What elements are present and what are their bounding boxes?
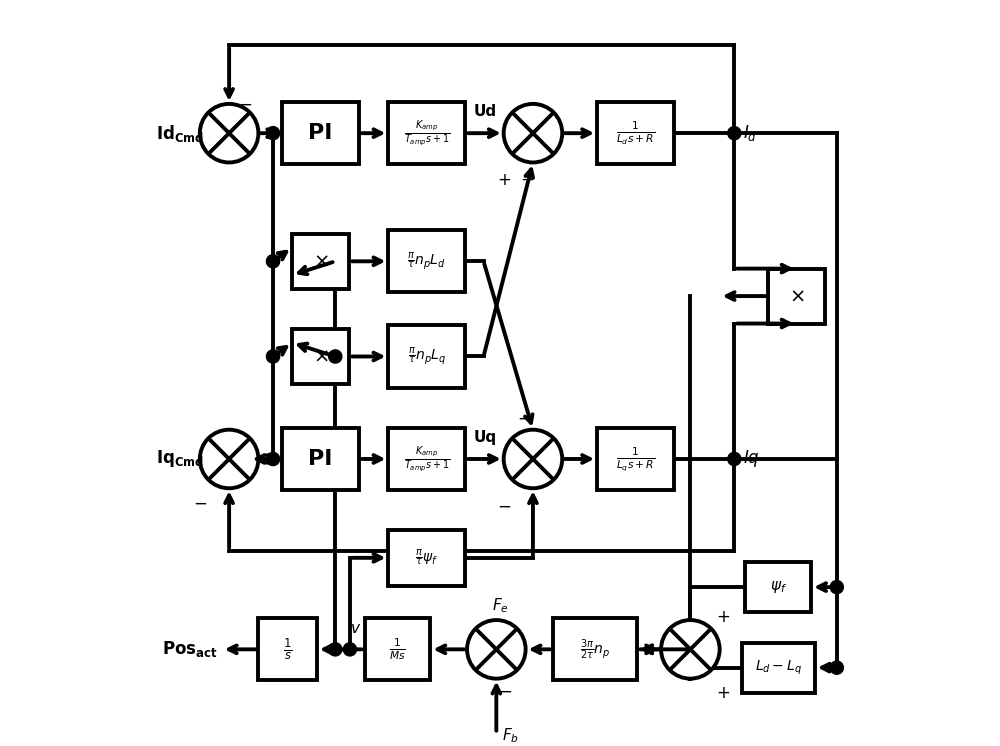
Bar [258,618,317,680]
Text: $+$: $+$ [716,684,730,702]
Text: $\frac{\pi}{\tau}\psi_f$: $\frac{\pi}{\tau}\psi_f$ [415,548,438,568]
Text: $\times$: $\times$ [313,347,328,366]
Bar [292,233,349,289]
Bar [365,618,430,680]
Text: $\frac{K_{amp}}{T_{amp}s+1}$: $\frac{K_{amp}}{T_{amp}s+1}$ [404,119,450,148]
Text: $+$: $+$ [497,171,511,189]
Circle shape [728,452,741,466]
Bar [388,325,465,388]
Circle shape [343,643,356,656]
Circle shape [200,430,258,489]
Text: $\frac{1}{s}$: $\frac{1}{s}$ [283,636,292,662]
Circle shape [467,620,526,679]
Bar [388,231,465,292]
Text: $F_e$: $F_e$ [492,596,508,615]
Text: $v$: $v$ [350,621,361,636]
Text: $-$: $-$ [497,497,511,515]
Text: $L_d-L_q$: $L_d-L_q$ [755,659,802,677]
Circle shape [200,104,258,163]
Text: $\mathbf{Id_{Cmd}}$: $\mathbf{Id_{Cmd}}$ [156,122,204,144]
Circle shape [661,620,720,679]
Text: $\frac{1}{L_ds+R}$: $\frac{1}{L_ds+R}$ [616,119,655,147]
Text: $-$: $-$ [238,95,252,113]
Text: $\psi_f$: $\psi_f$ [770,579,787,595]
Circle shape [329,350,342,363]
Text: $\frac{1}{Ms}$: $\frac{1}{Ms}$ [389,636,406,662]
Bar [745,562,811,612]
Text: $-$: $-$ [498,681,512,699]
Text: $\frac{\pi}{\tau}n_pL_d$: $\frac{\pi}{\tau}n_pL_d$ [407,251,446,272]
Text: $-$: $-$ [517,409,531,427]
Circle shape [329,643,342,656]
Text: $+$: $+$ [520,171,534,189]
Text: $\mathbf{Pos_{act}}$: $\mathbf{Pos_{act}}$ [162,639,218,659]
Text: $\mathbf{Iq_{Cmd}}$: $\mathbf{Iq_{Cmd}}$ [156,448,204,469]
Circle shape [266,452,280,466]
Text: $\times$: $\times$ [789,286,804,306]
Bar [742,643,815,692]
Text: $-$: $-$ [193,494,207,512]
Text: $\frac{1}{L_qs+R}$: $\frac{1}{L_qs+R}$ [616,445,655,473]
Circle shape [830,580,843,594]
Circle shape [266,254,280,268]
Bar [553,618,637,680]
Text: $\frac{\pi}{\tau}n_pL_q$: $\frac{\pi}{\tau}n_pL_q$ [408,346,446,367]
Circle shape [728,127,741,140]
Circle shape [266,127,280,140]
Circle shape [266,350,280,363]
Text: Ud: Ud [473,104,496,119]
Bar [292,329,349,384]
Text: $+$: $+$ [716,608,730,626]
Text: PI: PI [308,449,333,469]
Text: Uq: Uq [473,430,496,445]
Bar [597,428,674,490]
Bar [597,102,674,164]
Circle shape [504,104,562,163]
Bar [282,102,359,164]
Text: $Iq$: $Iq$ [743,448,760,469]
Text: $\times$: $\times$ [313,252,328,271]
Bar [388,530,465,586]
Circle shape [504,430,562,489]
Text: $F_b$: $F_b$ [502,727,519,745]
Circle shape [830,661,843,674]
Bar [388,102,465,164]
Text: $\frac{K_{amp}}{T_{amp}s+1}$: $\frac{K_{amp}}{T_{amp}s+1}$ [404,444,450,474]
Text: $I_d$: $I_d$ [743,123,757,143]
Bar [282,428,359,490]
Bar [388,428,465,490]
Text: PI: PI [308,123,333,143]
Bar [768,269,825,324]
Text: $\frac{3\pi}{2\tau}n_p$: $\frac{3\pi}{2\tau}n_p$ [580,637,610,662]
